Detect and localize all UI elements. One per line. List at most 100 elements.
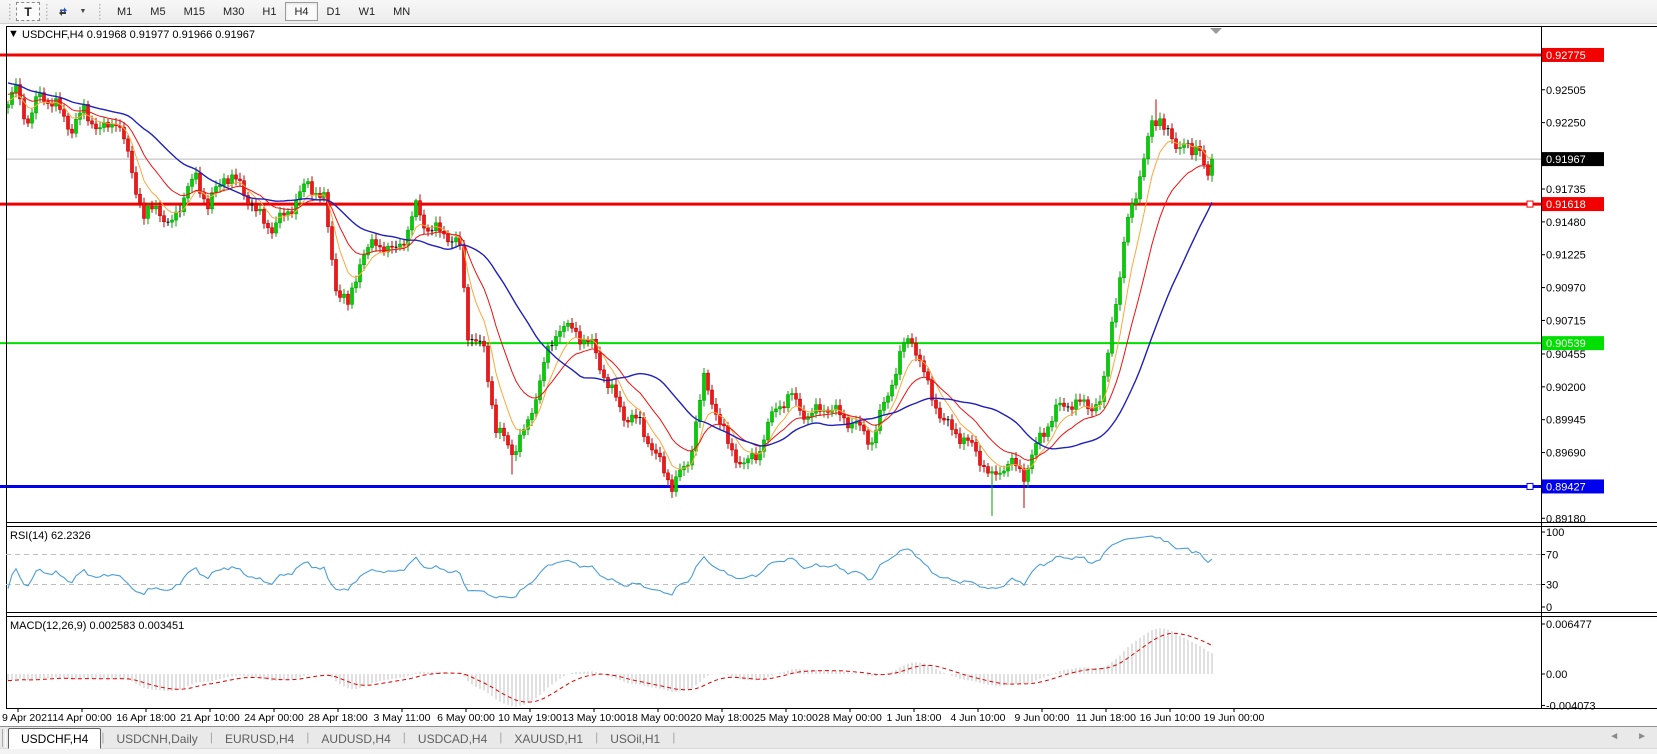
chart-tab-usdcnh-daily[interactable]: USDCNH,Daily <box>116 732 198 746</box>
time-tick-label: 6 May 00:00 <box>437 712 495 724</box>
timeframe-button-m15[interactable]: M15 <box>175 2 214 21</box>
candle-body <box>510 444 514 455</box>
candle-body <box>1130 203 1134 218</box>
chart-canvas[interactable]: 0.92505 0.92250 0.91735 0.91480 0.91225 0.909… <box>0 24 1657 726</box>
candle-body <box>710 389 714 405</box>
chart-tab-audusd-h4[interactable]: AUDUSD,H4 <box>321 732 391 746</box>
candle-body <box>234 174 238 180</box>
candle-body <box>974 442 978 452</box>
candle-body <box>162 215 166 222</box>
candle-body <box>870 442 874 445</box>
candle-body <box>418 200 422 216</box>
candle-body <box>866 430 870 445</box>
tab-scroll-right-icon[interactable]: ► <box>1637 731 1647 742</box>
time-tick-label: 21 Apr 10:00 <box>180 712 240 724</box>
time-tick-label: 16 Apr 18:00 <box>116 712 176 724</box>
time-tick-label: 18 May 00:00 <box>626 712 690 724</box>
candle-body <box>934 399 938 409</box>
arrows-dropdown-button[interactable]: ▼ <box>73 2 93 21</box>
candle-body <box>354 281 358 289</box>
candle-body <box>1022 468 1026 482</box>
rsi-label: RSI(14) 62.2326 <box>10 530 91 542</box>
candle-body <box>386 245 390 253</box>
timeframe-button-w1[interactable]: W1 <box>350 2 385 21</box>
time-axis-labels[interactable]: 9 Apr 2021 14 Apr 00:00 16 Apr 18:00 21 Apr… <box>2 708 1265 724</box>
timeframe-button-d1[interactable]: D1 <box>318 2 350 21</box>
candle-body <box>1178 147 1182 149</box>
timeframe-button-h1[interactable]: H1 <box>253 2 285 21</box>
time-tick-label: 9 Apr 2021 <box>2 712 53 724</box>
candle-body <box>666 472 670 481</box>
candle-body <box>70 128 74 134</box>
chart-tab-usoil-h1[interactable]: USOil,H1 <box>610 732 661 746</box>
chart-tab-usdcad-h4[interactable]: USDCAD,H4 <box>417 732 488 746</box>
candle-body <box>218 185 222 188</box>
candle-body <box>1082 399 1086 402</box>
candle-body <box>270 227 274 234</box>
toolbar-grip[interactable] <box>97 3 102 20</box>
candle-body <box>570 322 574 329</box>
timeframe-button-m30[interactable]: M30 <box>214 2 253 21</box>
candle-body <box>290 211 294 215</box>
rsi-axis-labels[interactable]: 100 70 30 0 <box>1541 527 1564 614</box>
chart-shift-marker-icon[interactable] <box>1210 28 1222 34</box>
chart-tab-eurusd-h4[interactable]: EURUSD,H4 <box>224 732 295 746</box>
candle-body <box>1002 470 1006 474</box>
candle-body <box>42 92 46 102</box>
candle-body <box>474 339 478 342</box>
toolbar-grip[interactable] <box>7 3 12 20</box>
timeframe-button-h4[interactable]: H4 <box>285 2 318 21</box>
timeframe-button-m1[interactable]: M1 <box>108 2 141 21</box>
candle-body <box>770 411 774 423</box>
macd-axis-labels[interactable]: 0.006477 0.00 -0.004073 <box>1541 619 1596 712</box>
candle-body <box>490 381 494 406</box>
text-label-tool-button[interactable]: T <box>16 2 40 21</box>
candle-body <box>1034 442 1038 456</box>
timeframe-group: M1 M5 M15 M30 H1 H4 D1 W1 MN <box>108 2 419 21</box>
candle-body <box>766 421 770 441</box>
candle-body <box>758 451 762 461</box>
candle-body <box>922 360 926 373</box>
candle-body <box>138 194 142 204</box>
candle-body <box>1190 143 1194 156</box>
price-tick-label: 0.91735 <box>1546 184 1586 196</box>
candle-body <box>1150 120 1154 137</box>
moving-average-fast-orange <box>7 94 1213 471</box>
candle-body <box>1170 128 1174 139</box>
candle-body <box>110 123 114 128</box>
candle-body <box>678 469 682 478</box>
chart-window: 0.92505 0.92250 0.91735 0.91480 0.91225 0.909… <box>0 24 1657 726</box>
chart-tab-xauusd-h1[interactable]: XAUUSD,H1 <box>514 732 584 746</box>
price-tick-label: 0.89180 <box>1546 513 1586 525</box>
support-line-blue-handle[interactable] <box>1526 482 1534 490</box>
chart-tabs-bar: USDCHF,H4 | USDCNH,Daily | EURUSD,H4 | AUDUSD,… <box>0 726 1657 749</box>
candle-body <box>150 205 154 210</box>
timeframe-button-mn[interactable]: MN <box>384 2 419 21</box>
tab-scroll-left-icon[interactable]: ◄ <box>1609 731 1620 742</box>
candle-body <box>214 186 218 193</box>
price-axis-labels[interactable]: 0.92505 0.92250 0.91735 0.91480 0.91225 0.909… <box>1541 85 1586 526</box>
candle-body <box>1162 118 1166 130</box>
time-tick-label: 10 May 19:00 <box>498 712 562 724</box>
candle-body <box>750 453 754 460</box>
candle-body <box>14 84 18 93</box>
candle-body <box>90 120 94 125</box>
time-tick-label: 13 May 10:00 <box>562 712 626 724</box>
candle-body <box>746 458 750 464</box>
toolbar-grip[interactable] <box>44 3 49 20</box>
candle-body <box>622 406 626 421</box>
moving-average-slow-blue <box>7 82 1213 450</box>
current-price-badge: 0.91967 <box>1542 152 1604 167</box>
resistance-line-lower-handle[interactable] <box>1526 200 1534 208</box>
candle-body <box>414 200 418 217</box>
candle-body <box>302 183 306 192</box>
chart-tab-usdchf-h4[interactable]: USDCHF,H4 <box>8 728 102 749</box>
candle-body <box>654 449 658 454</box>
candle-body <box>914 342 918 356</box>
arrows-tool-button[interactable] <box>53 2 73 21</box>
timeframe-button-m5[interactable]: M5 <box>141 2 174 21</box>
candle-body <box>274 222 278 234</box>
candle-body <box>254 204 258 212</box>
candle-body <box>130 150 134 173</box>
candle-body <box>994 471 998 475</box>
